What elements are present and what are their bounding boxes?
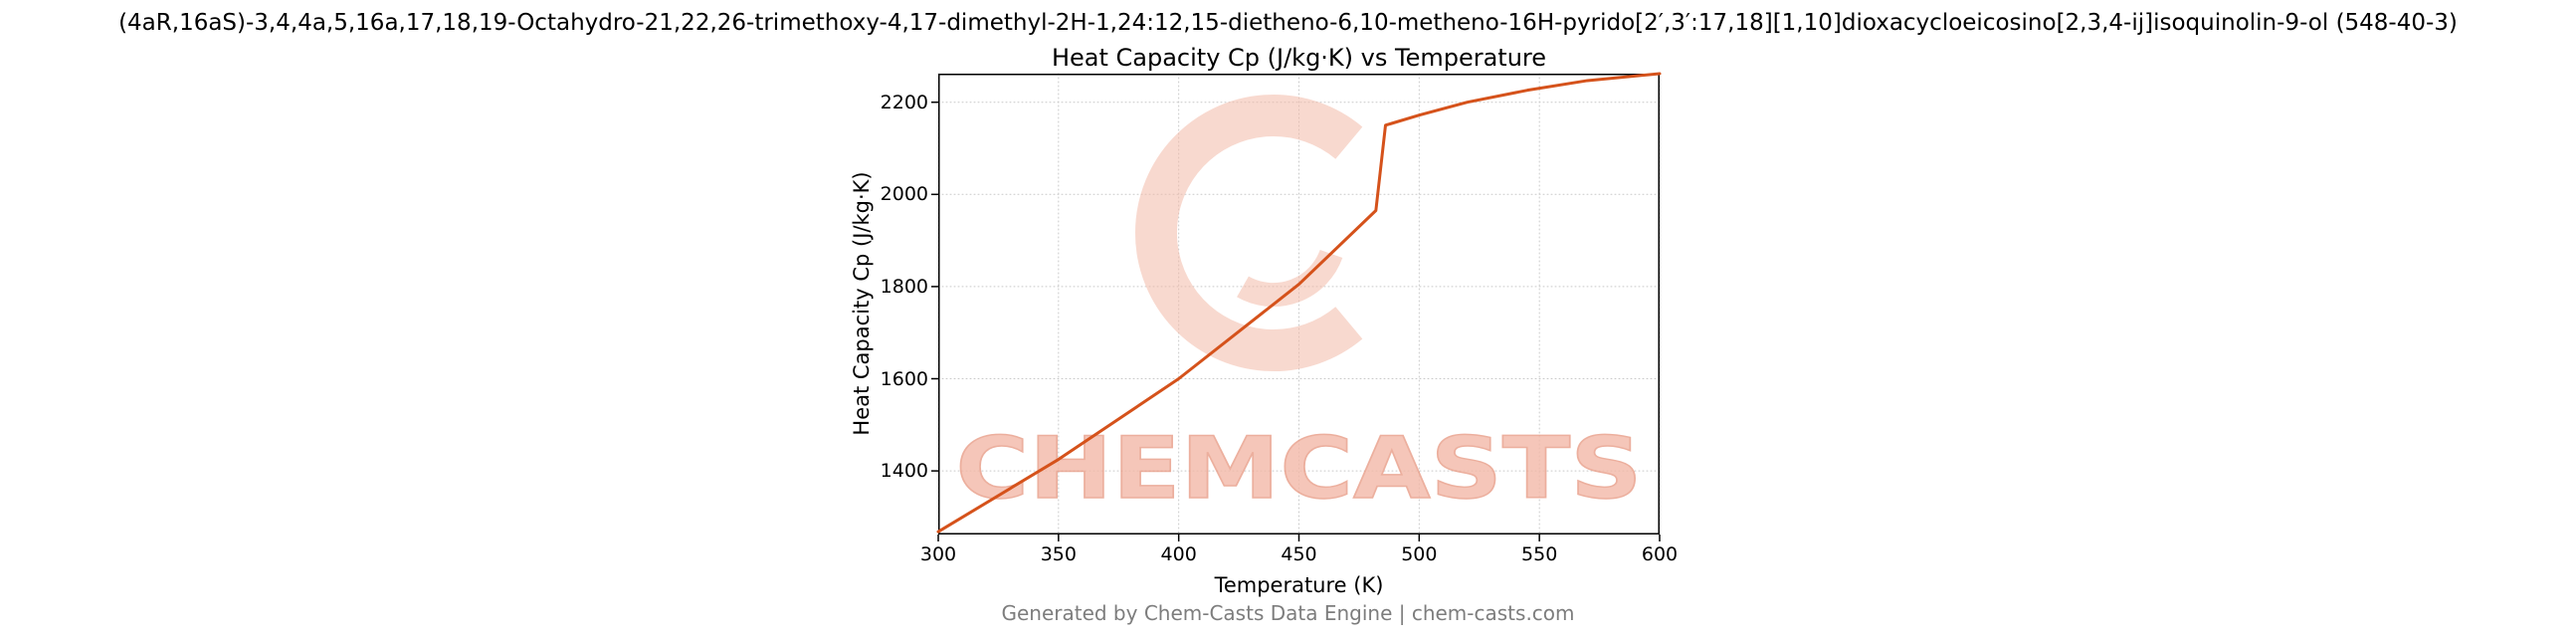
compound-title: (4aR,16aS)-3,4,4a,5,16a,17,18,19-Octahyd… (118, 10, 2458, 36)
plot-area: CHEMCASTS (931, 72, 1662, 541)
x-axis-ticks: 300 350 400 450 500 550 600 (920, 543, 1678, 569)
x-tick-label: 600 (1641, 543, 1679, 565)
x-tick-label: 400 (1160, 543, 1197, 565)
y-tick-label: 1400 (880, 460, 928, 483)
x-tick-label: 450 (1281, 543, 1317, 565)
chemcasts-logo-swirl-icon (1237, 249, 1343, 308)
footer-credit: Generated by Chem-Casts Data Engine | ch… (1001, 601, 1575, 625)
y-axis-ticks: 1400 1600 1800 2000 2200 (0, 74, 928, 534)
x-tick-label: 350 (1040, 543, 1077, 565)
x-axis-label: Temperature (K) (1214, 573, 1384, 597)
x-tick-label: 550 (1521, 543, 1558, 565)
x-tick-label: 300 (919, 543, 957, 565)
y-tick-label: 2200 (880, 91, 928, 113)
chemcasts-logo-icon (1134, 95, 1363, 371)
y-tick-label: 1800 (880, 275, 928, 298)
plot-frame (938, 74, 1660, 534)
heat-capacity-line (936, 72, 1662, 534)
y-tick-label: 1600 (880, 367, 928, 390)
chart-title: Heat Capacity Cp (J/kg·K) vs Temperature (1051, 44, 1547, 72)
plot-svg: CHEMCASTS (931, 72, 1662, 541)
y-tick-label: 2000 (880, 183, 928, 206)
x-tick-label: 500 (1401, 543, 1438, 565)
watermark-text: CHEMCASTS (956, 419, 1643, 519)
